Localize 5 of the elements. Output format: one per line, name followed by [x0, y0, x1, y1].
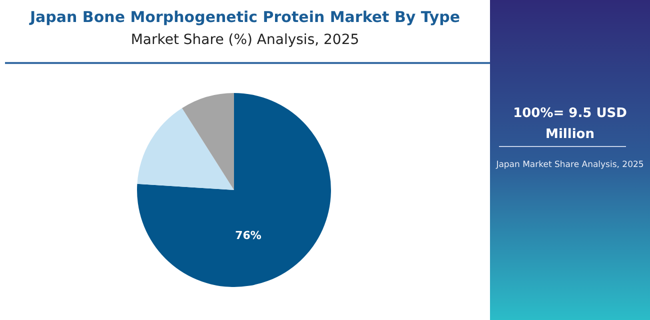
text: Japan Market Share Analysis, 2025: [494, 160, 645, 170]
chart-title: Japan Bone Morphogenetic Protein Market By Type: [28, 8, 462, 26]
text: 100%= 9.5 USD Million: [512, 105, 628, 144]
data-label: 76%: [235, 229, 262, 242]
chart-subtitle: Market Share (%) Analysis, 2025: [130, 32, 360, 48]
